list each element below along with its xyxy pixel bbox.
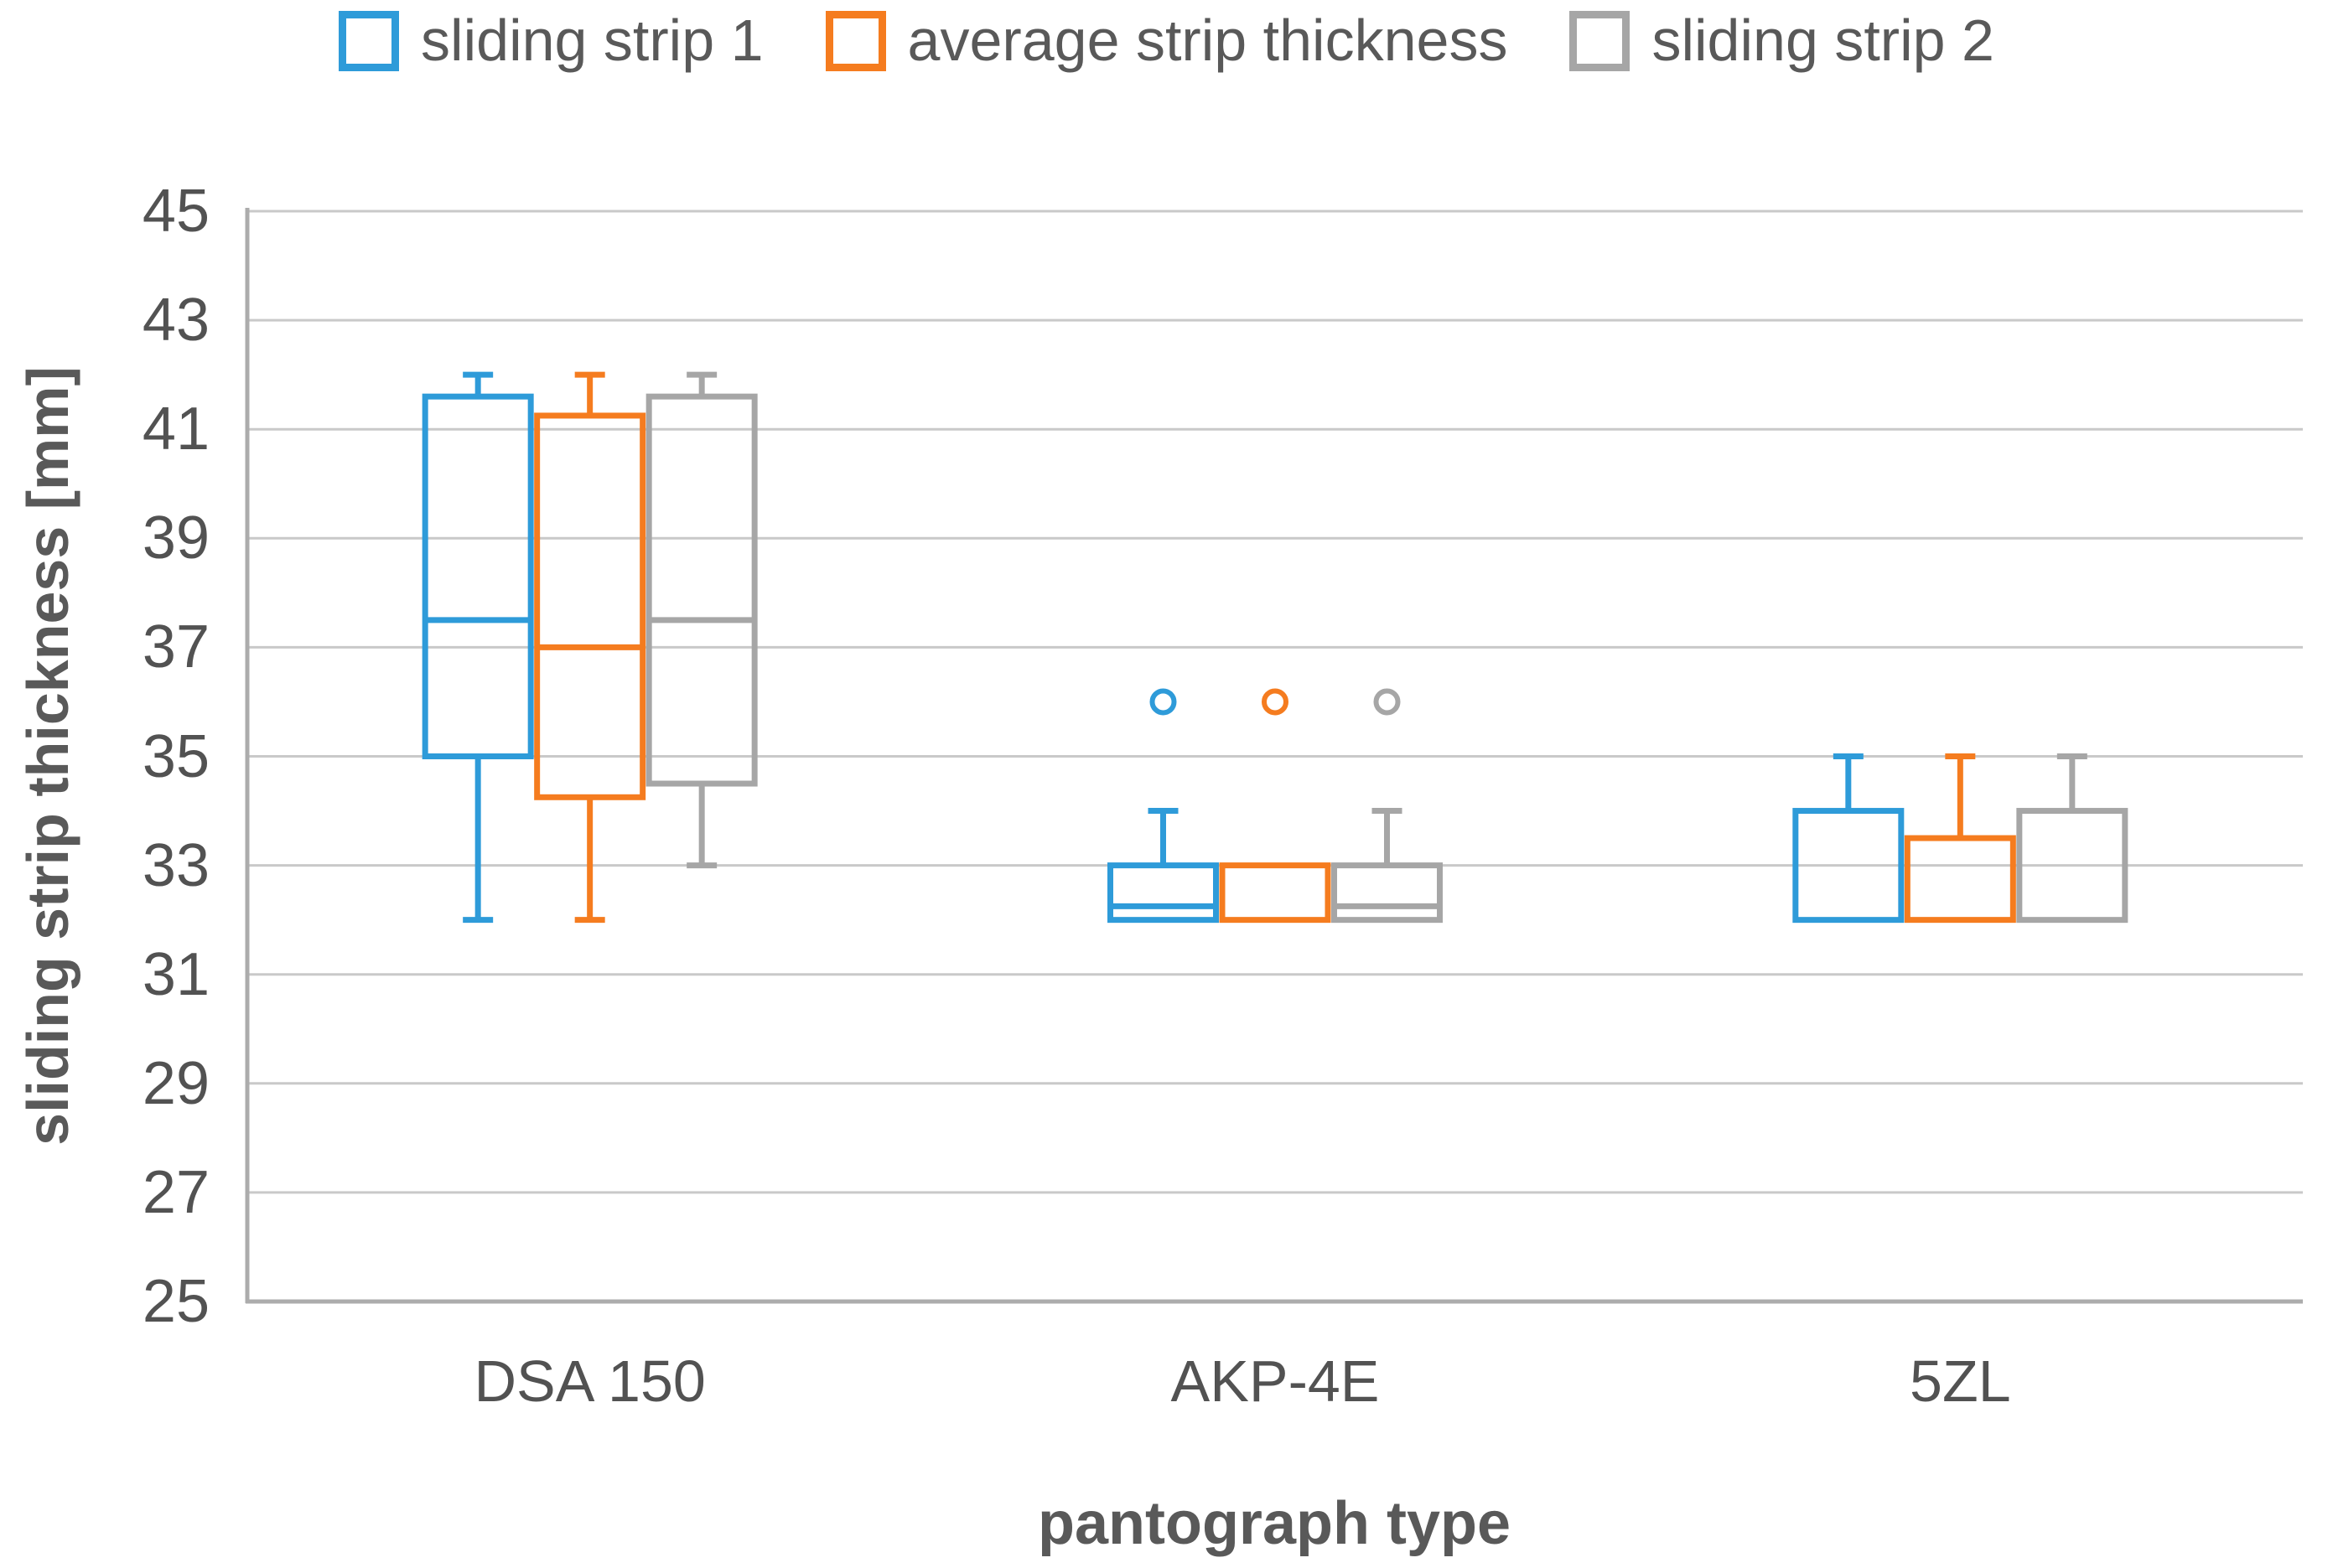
y-tick-label-29: 29 [142, 1049, 210, 1117]
y-tick-label-41: 41 [142, 396, 210, 463]
legend-swatch-icon [1569, 10, 1631, 71]
box-sliding-strip-1-5zl [1792, 808, 1905, 924]
legend-item-sliding-strip-2: sliding strip 2 [1569, 8, 1994, 73]
y-tick-label-37: 37 [142, 613, 210, 681]
box-average-strip-thickness-dsa-150 [534, 412, 646, 800]
box-sliding-strip-2-akp-4e [1331, 862, 1443, 924]
y-tick-label-27: 27 [142, 1158, 210, 1226]
box-sliding-strip-1-dsa-150 [422, 393, 534, 759]
y-tick-label-43: 43 [142, 287, 210, 354]
y-tick-label-35: 35 [142, 722, 210, 790]
y-tick-label-25: 25 [142, 1268, 210, 1335]
legend-label: sliding strip 1 [421, 8, 764, 73]
legend-item-average-strip-thickness: average strip thickness [825, 8, 1508, 73]
y-axis-title: sliding strip thickness [mm] [15, 366, 80, 1146]
x-category-label-akp-4e: AKP-4E [1170, 1348, 1380, 1414]
legend: sliding strip 1 average strip thickness sl… [0, 8, 2333, 73]
legend-swatch-icon [825, 10, 886, 71]
legend-item-sliding-strip-1: sliding strip 1 [339, 8, 764, 73]
y-tick-label-45: 45 [142, 178, 210, 245]
x-axis-title: pantograph type [1037, 1490, 1511, 1557]
legend-label: average strip thickness [907, 8, 1508, 73]
legend-label: sliding strip 2 [1651, 8, 1994, 73]
box-sliding-strip-2-5zl [2016, 808, 2128, 924]
outlier-sliding-strip-1-akp-4e [1149, 688, 1177, 716]
box-sliding-strip-2-dsa-150 [645, 393, 758, 787]
legend-swatch-icon [339, 10, 400, 71]
box-sliding-strip-1-akp-4e [1107, 862, 1219, 924]
outlier-average-strip-thickness-akp-4e [1262, 688, 1288, 716]
x-category-label-5zl: 5ZL [1910, 1348, 2011, 1414]
y-tick-label-31: 31 [142, 940, 210, 1008]
box-average-strip-thickness-akp-4e [1219, 862, 1331, 924]
y-tick-label-33: 33 [142, 831, 210, 899]
y-tick-label-39: 39 [142, 505, 210, 572]
box-average-strip-thickness-5zl [1904, 835, 2016, 924]
x-category-label-dsa-150: DSA 150 [474, 1348, 706, 1414]
outlier-sliding-strip-2-akp-4e [1373, 688, 1401, 716]
